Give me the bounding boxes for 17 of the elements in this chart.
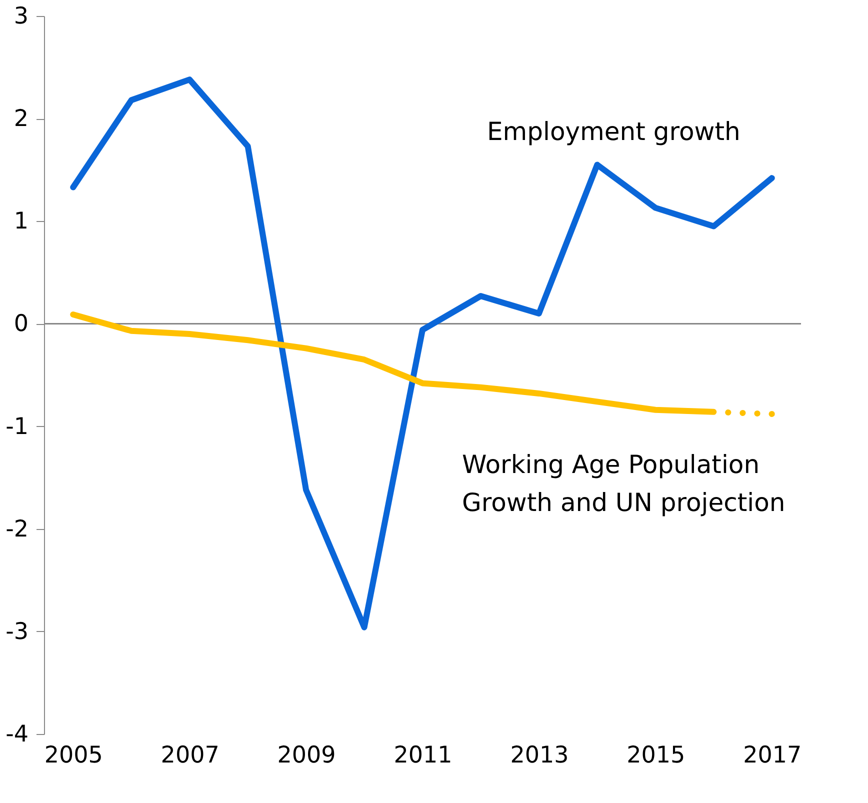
x-tick-label: 2013	[510, 742, 569, 768]
x-tick-label: 2005	[44, 742, 103, 768]
y-tick-label: 2	[14, 106, 28, 132]
x-tick-label: 2009	[277, 742, 336, 768]
y-tick-label: -1	[6, 414, 28, 440]
x-tick-label: 2007	[160, 742, 220, 768]
x-tick-label: 2011	[394, 742, 452, 768]
x-tick-label: 2017	[743, 742, 802, 768]
y-tick-label: 3	[14, 4, 28, 30]
text: Working Age Population Growth and UN projection	[462, 450, 786, 517]
y-tick-label: -4	[6, 722, 28, 748]
series-label: Employment growth	[487, 117, 740, 146]
y-tick-label: 1	[14, 208, 28, 235]
y-tick-label: -3	[6, 618, 28, 645]
y-tick-label: -2	[6, 516, 28, 542]
y-tick-label: 0	[14, 311, 28, 338]
x-tick-label: 2015	[626, 742, 686, 768]
